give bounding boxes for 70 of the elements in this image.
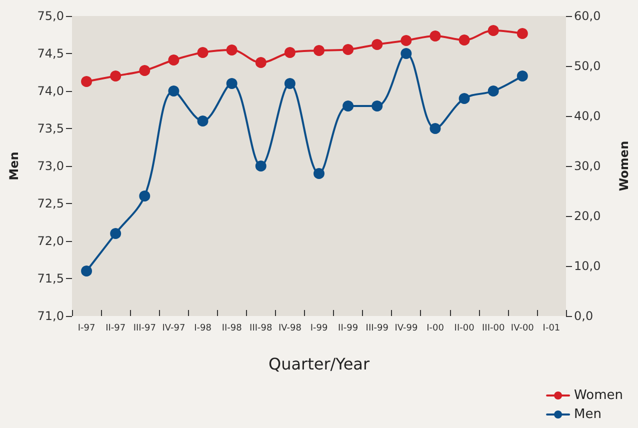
x-tick-label: II-00: [454, 324, 475, 334]
x-tick-label: II-98: [222, 324, 242, 334]
x-tick-label: IV-97: [162, 324, 186, 334]
point: [372, 39, 383, 50]
point: [168, 54, 180, 66]
y-tick-label: 73,5: [37, 122, 64, 136]
y-tick-label: 74,0: [37, 84, 64, 98]
x-tick-label: III-97: [133, 324, 156, 334]
point: [110, 70, 122, 82]
x-tick-label: I-97: [78, 324, 96, 334]
point: [255, 160, 266, 172]
y2-tick-label: 20,0: [574, 209, 601, 223]
x-tick-label: IV-98: [278, 324, 302, 334]
point: [284, 78, 296, 89]
y2-tick-label: 10,0: [574, 259, 601, 273]
x-tick-label: I-99: [310, 324, 328, 334]
y-tick-label: 75,0: [37, 9, 64, 23]
x-tick-label: II-99: [338, 324, 358, 334]
x-tick-label: I-00: [426, 324, 444, 334]
y2-tick-label: 40,0: [574, 109, 601, 123]
point: [197, 47, 208, 58]
y2-tick-label: 0,0: [574, 309, 594, 323]
x-tick-label: III-99: [366, 324, 389, 334]
point: [342, 100, 354, 112]
x-axis-title: Quarter/Year: [268, 354, 370, 374]
y2-tick-label: 50,0: [574, 59, 601, 73]
point: [516, 28, 528, 39]
point: [197, 116, 208, 126]
point: [284, 47, 296, 58]
point: [226, 78, 238, 89]
y-axis-title: Men: [7, 152, 21, 180]
legend-label: Women: [574, 388, 624, 403]
x-tick-label: II-97: [106, 324, 126, 334]
x-tick-label: IV-99: [394, 324, 418, 334]
y-tick-label: 74,5: [37, 46, 64, 60]
point: [430, 123, 441, 134]
point: [314, 45, 324, 56]
point: [430, 30, 441, 42]
point: [139, 65, 150, 76]
point: [110, 228, 122, 239]
x-tick-label: I-01: [542, 324, 560, 334]
point: [342, 44, 354, 55]
point: [458, 34, 470, 46]
point: [400, 48, 412, 59]
point: [81, 76, 92, 87]
y-tick-label: 71,0: [37, 309, 64, 323]
x-tick-label: III-98: [250, 324, 272, 334]
y-tick-label: 73,0: [37, 159, 64, 173]
point: [255, 57, 266, 68]
point: [488, 25, 499, 36]
x-tick-label: III-00: [482, 324, 505, 334]
point: [226, 44, 238, 56]
y2-axis-title: Women: [617, 140, 631, 192]
legend-label: Men: [574, 407, 602, 422]
point: [168, 86, 180, 96]
point: [488, 86, 499, 96]
point: [314, 168, 324, 179]
y2-tick-label: 60,0: [574, 9, 601, 23]
point: [372, 100, 383, 112]
y-tick-label: 72,0: [37, 234, 64, 248]
y2-tick-label: 30,0: [574, 159, 601, 173]
y-tick-label: 72,5: [37, 196, 64, 210]
point: [458, 93, 470, 104]
point: [400, 35, 412, 46]
x-tick-label: IV-00: [510, 324, 534, 334]
point: [139, 190, 150, 202]
x-tick-label: I-98: [194, 324, 212, 334]
y-tick-label: 71,5: [37, 272, 64, 286]
point: [516, 70, 528, 82]
point: [81, 266, 92, 276]
